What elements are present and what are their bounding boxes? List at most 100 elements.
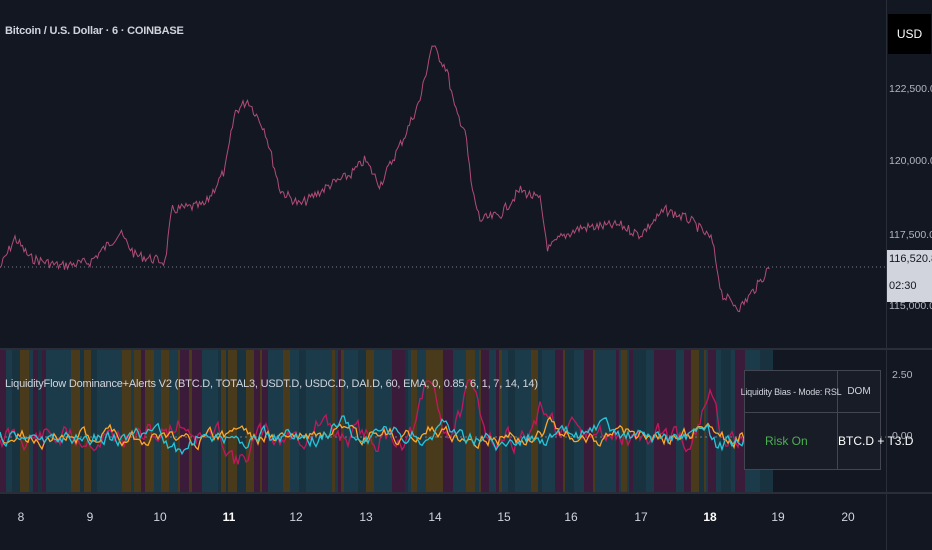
bias-band xyxy=(20,350,29,492)
bias-background xyxy=(0,350,773,492)
bias-band xyxy=(706,350,708,492)
bias-band xyxy=(453,350,456,492)
bias-band xyxy=(475,350,479,492)
symbol-title[interactable]: Bitcoin / U.S. Dollar · 6 · COINBASE xyxy=(5,25,184,37)
bias-band xyxy=(283,350,290,492)
bias-band xyxy=(226,350,228,492)
bias-band xyxy=(180,350,184,492)
bias-band xyxy=(351,350,356,492)
bias-band xyxy=(721,350,731,492)
bias-band xyxy=(538,350,542,492)
bias-band xyxy=(577,350,579,492)
bias-band xyxy=(676,350,684,492)
bias-band xyxy=(260,350,262,492)
bias-band xyxy=(405,350,408,492)
bias-band xyxy=(600,350,610,492)
bias-band xyxy=(584,350,593,492)
price-series xyxy=(0,45,770,313)
bias-band xyxy=(290,350,299,492)
bias-band xyxy=(593,350,595,492)
bias-band xyxy=(167,350,169,492)
bias-band xyxy=(555,350,563,492)
bias-band xyxy=(246,350,254,492)
bias-band xyxy=(496,350,499,492)
bias-band xyxy=(29,350,33,492)
time-tick: 12 xyxy=(289,510,303,524)
bias-band xyxy=(627,350,629,492)
bias-band xyxy=(9,350,12,492)
bias-band xyxy=(12,350,20,492)
bias-band xyxy=(466,350,475,492)
pane-divider[interactable] xyxy=(0,348,932,350)
time-tick: 17 xyxy=(634,510,648,524)
bias-band xyxy=(335,350,338,492)
bias-band xyxy=(192,350,202,492)
bias-band xyxy=(508,350,515,492)
bias-band xyxy=(366,350,374,492)
time-tick: 16 xyxy=(564,510,578,524)
bias-band xyxy=(228,350,237,492)
price-tick: 115,000.00 xyxy=(889,300,932,312)
bias-band xyxy=(272,350,276,492)
bias-band xyxy=(38,350,42,492)
indicator-axis[interactable] xyxy=(886,350,932,492)
bias-band xyxy=(107,350,117,492)
bias-band xyxy=(332,350,335,492)
bias-band xyxy=(392,350,400,492)
bias-band xyxy=(646,350,654,492)
price-chart[interactable] xyxy=(0,0,886,348)
bias-band xyxy=(202,350,210,492)
bias-band xyxy=(131,350,134,492)
bias-band xyxy=(479,350,481,492)
bias-band xyxy=(542,350,550,492)
bias-band xyxy=(315,350,325,492)
bias-band xyxy=(299,350,306,492)
bar-countdown: 02:30 xyxy=(889,280,917,292)
bias-band xyxy=(33,350,38,492)
series-btc-line xyxy=(0,415,771,456)
bias-band xyxy=(221,350,226,492)
dominance-pair: BTC.D + T3.D xyxy=(838,434,914,448)
bias-band xyxy=(46,350,54,492)
bias-band xyxy=(344,350,351,492)
bias-band xyxy=(42,350,46,492)
axis-corner[interactable] xyxy=(886,494,932,550)
bias-band xyxy=(704,350,706,492)
bias-band xyxy=(654,350,660,492)
bias-band xyxy=(436,350,443,492)
bias-band xyxy=(145,350,154,492)
bias-band xyxy=(184,350,189,492)
bias-band xyxy=(502,350,508,492)
bias-band xyxy=(621,350,627,492)
liquidity-bias-table: Liquidity Bias - Mode: RSL DOM Risk On B… xyxy=(741,370,914,470)
bias-band xyxy=(385,350,392,492)
bias-band xyxy=(481,350,489,492)
bias-band xyxy=(684,350,691,492)
time-tick: 19 xyxy=(771,510,785,524)
time-axis[interactable] xyxy=(0,494,886,550)
bias-band xyxy=(400,350,405,492)
bias-band xyxy=(563,350,565,492)
bias-band xyxy=(161,350,167,492)
bias-band xyxy=(134,350,141,492)
time-tick: 8 xyxy=(17,510,25,524)
bias-band xyxy=(574,350,577,492)
time-tick: 18 xyxy=(703,510,717,524)
time-tick: 13 xyxy=(359,510,373,524)
bias-band xyxy=(341,350,344,492)
bias-band xyxy=(6,350,9,492)
bias-band xyxy=(376,350,385,492)
bias-band xyxy=(237,350,246,492)
bias-band xyxy=(417,350,426,492)
indicator-title[interactable]: LiquidityFlow Dominance+Alerts V2 (BTC.D… xyxy=(5,378,538,390)
price-pane[interactable] xyxy=(0,0,886,348)
bias-band xyxy=(699,350,704,492)
time-tick: 9 xyxy=(86,510,94,524)
price-axis[interactable] xyxy=(886,0,932,348)
bias-band xyxy=(639,350,644,492)
bias-band xyxy=(629,350,633,492)
currency-button[interactable]: USD xyxy=(888,14,931,54)
bias-band xyxy=(633,350,639,492)
indicator-tick: 2.50 xyxy=(892,369,913,381)
time-tick: 11 xyxy=(222,510,236,524)
